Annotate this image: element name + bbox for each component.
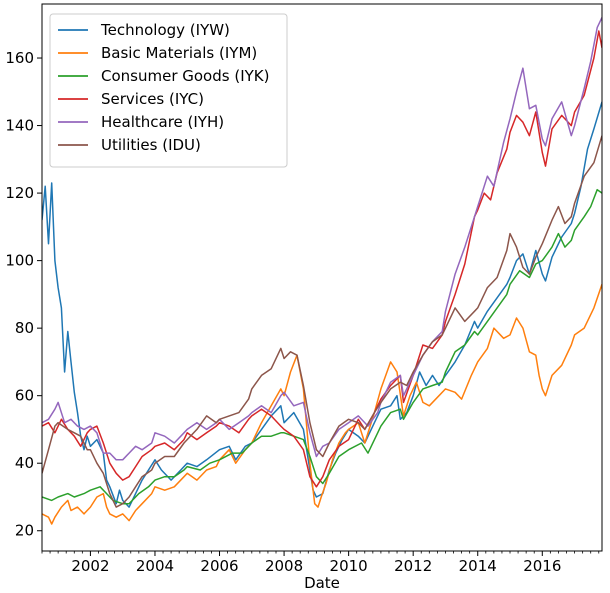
x-tick-label: 2016 (523, 557, 561, 575)
x-tick-label: 2010 (330, 557, 368, 575)
y-tick-label: 100 (5, 252, 34, 270)
y-tick-label: 160 (5, 49, 34, 67)
series-line-technology-iyw (42, 101, 602, 508)
x-axis-ticks: 2002 2004 2006 2008 2010 2012 2014 2016 (41, 551, 600, 575)
y-tick-label: 80 (15, 319, 34, 337)
x-tick-label: 2002 (71, 557, 109, 575)
series-lines (42, 17, 602, 525)
x-tick-label: 2012 (394, 557, 432, 575)
x-tick-label: 2014 (459, 557, 497, 575)
y-tick-label: 120 (5, 184, 34, 202)
legend-entry-healthcare-iyh: Healthcare (IYH) (101, 113, 224, 131)
axes-frame (41, 3, 603, 552)
legend-entry-basic-materials-iym: Basic Materials (IYM) (101, 44, 257, 62)
x-tick-label: 2006 (200, 557, 238, 575)
legend-entry-consumer-goods-iyk: Consumer Goods (IYK) (101, 67, 269, 85)
series-line-services-iyc (42, 30, 602, 488)
x-axis-label: Date (304, 574, 340, 592)
y-tick-label: 40 (15, 454, 34, 472)
y-tick-label: 140 (5, 117, 34, 135)
legend-entry-utilities-idu: Utilities (IDU) (101, 136, 201, 154)
y-tick-label: 60 (15, 387, 34, 405)
y-axis-ticks: 20 40 60 80 100 120 140 160 (5, 49, 42, 540)
legend-entry-technology-iyw: Technology (IYW) (100, 21, 230, 39)
legend-box (49, 13, 288, 168)
series-line-basic-materials-iym (42, 284, 602, 525)
x-tick-label: 2004 (136, 557, 174, 575)
x-tick-label: 2008 (265, 557, 303, 575)
y-tick-label: 20 (15, 522, 34, 540)
series-line-healthcare-iyh (42, 17, 602, 461)
legend: Technology (IYW) Basic Materials (IYM) Con… (49, 13, 288, 168)
series-line-consumer-goods-iyk (42, 188, 602, 505)
legend-entry-services-iyc: Services (IYC) (101, 90, 204, 108)
series-line-utilities-idu (42, 135, 602, 508)
